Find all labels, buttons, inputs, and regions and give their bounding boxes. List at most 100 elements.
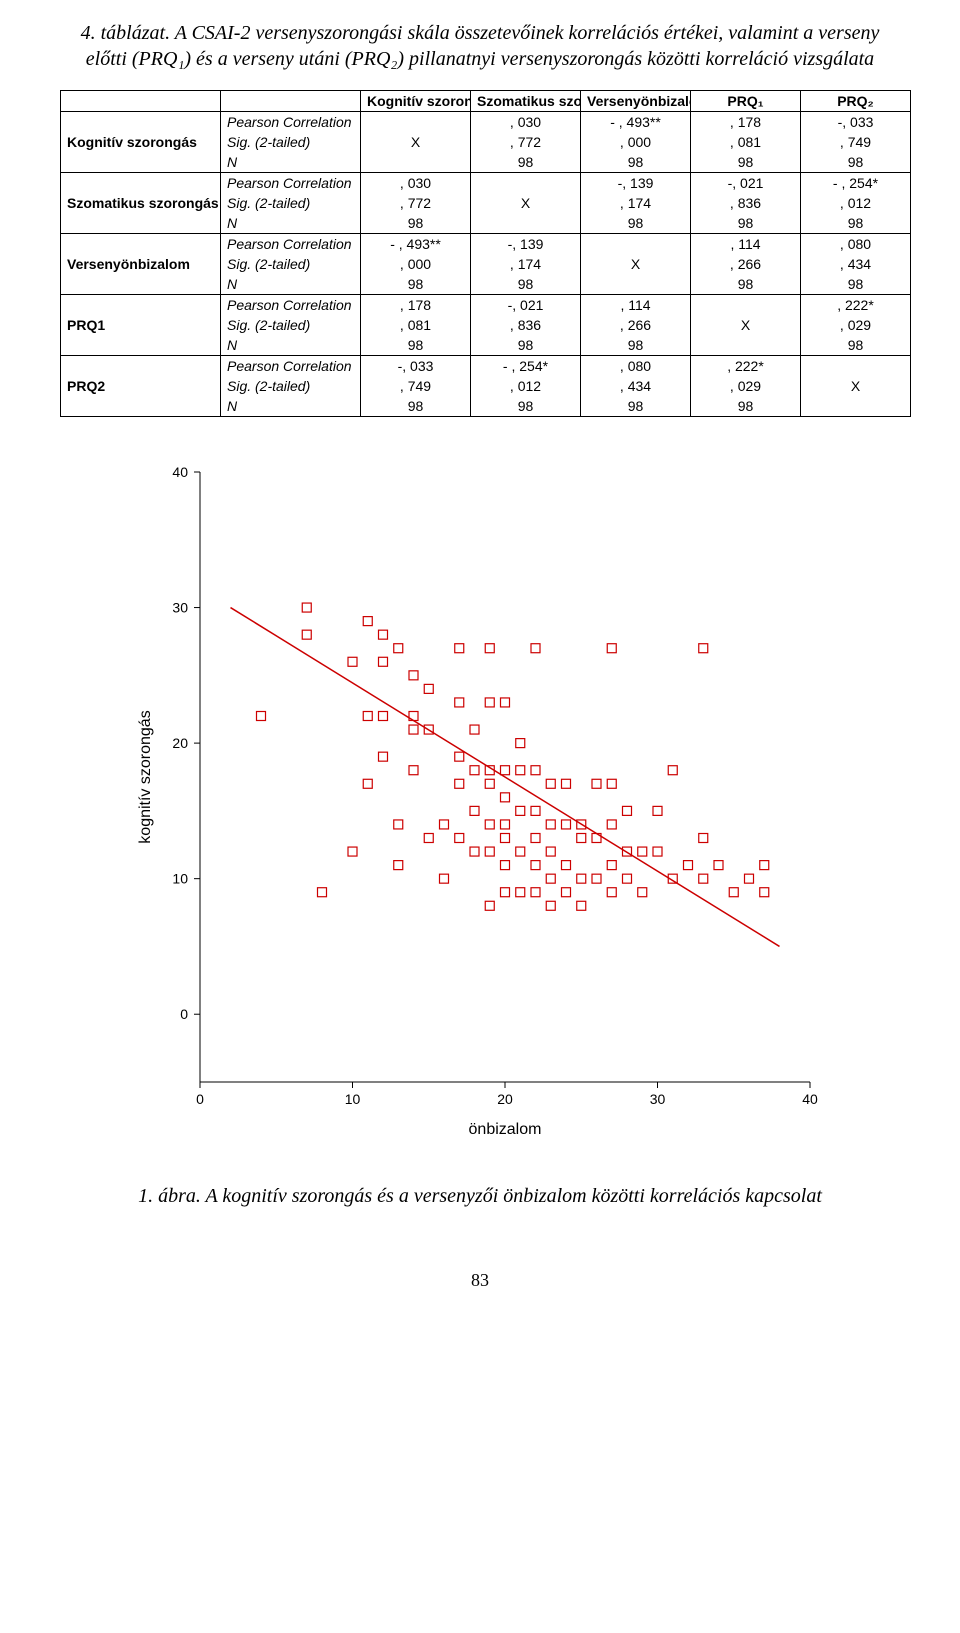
table-cell	[361, 112, 471, 133]
table-cell: , 080	[581, 356, 691, 377]
svg-text:kognitív szorongás: kognitív szorongás	[137, 710, 154, 843]
table-cell: , 836	[691, 193, 801, 213]
table-cell: X	[691, 315, 801, 335]
table-cell: -, 021	[691, 173, 801, 194]
svg-text:10: 10	[172, 871, 188, 887]
table-cell: 98	[471, 396, 581, 417]
row-header: PRQ2	[61, 356, 221, 417]
stat-label: N	[221, 396, 361, 417]
col-header: PRQ₁	[691, 91, 801, 112]
table-caption: 4. táblázat. A CSAI-2 versenyszorongási …	[60, 20, 900, 72]
stat-label: N	[221, 213, 361, 234]
table-cell: , 434	[581, 376, 691, 396]
stat-label: Sig. (2-tailed)	[221, 254, 361, 274]
row-header: Versenyönbizalom	[61, 234, 221, 295]
stat-label: Pearson Correlation	[221, 295, 361, 316]
table-cell: , 222*	[801, 295, 911, 316]
table-cell: , 000	[361, 254, 471, 274]
table-cell: 98	[581, 335, 691, 356]
page-number: 83	[60, 1270, 900, 1291]
table-cell: 98	[691, 396, 801, 417]
stat-label: Pearson Correlation	[221, 234, 361, 255]
table-cell: , 114	[691, 234, 801, 255]
svg-text:40: 40	[802, 1091, 818, 1107]
table-cell: , 222*	[691, 356, 801, 377]
table-cell: , 749	[801, 132, 911, 152]
correlation-table: Kognitív szorongás Szomatikus szorongás …	[60, 90, 911, 417]
table-cell: , 266	[691, 254, 801, 274]
scatter-plot: 010203040010203040önbizalomkognitív szor…	[130, 452, 830, 1152]
table-cell	[581, 274, 691, 295]
table-cell: , 012	[471, 376, 581, 396]
table-cell: -, 033	[801, 112, 911, 133]
stat-label: Pearson Correlation	[221, 356, 361, 377]
col-header: PRQ₂	[801, 91, 911, 112]
table-cell: 98	[801, 152, 911, 173]
svg-text:30: 30	[172, 600, 188, 616]
table-cell: , 081	[361, 315, 471, 335]
stat-label: Sig. (2-tailed)	[221, 132, 361, 152]
table-cell: 98	[801, 274, 911, 295]
table-cell: 98	[361, 213, 471, 234]
table-cell	[471, 173, 581, 194]
table-cell: , 836	[471, 315, 581, 335]
table-cell: , 081	[691, 132, 801, 152]
table-cell: , 000	[581, 132, 691, 152]
svg-text:önbizalom: önbizalom	[469, 1121, 542, 1138]
figure-caption: 1. ábra. A kognitív szorongás és a verse…	[60, 1182, 900, 1210]
table-cell: -, 033	[361, 356, 471, 377]
svg-text:30: 30	[650, 1091, 666, 1107]
col-header: Versenyönbizalom	[581, 91, 691, 112]
stat-label: N	[221, 152, 361, 173]
stat-label: Sig. (2-tailed)	[221, 193, 361, 213]
table-cell: , 772	[471, 132, 581, 152]
table-cell: 98	[361, 335, 471, 356]
stat-label: Sig. (2-tailed)	[221, 315, 361, 335]
row-header: Kognitív szorongás	[61, 112, 221, 173]
table-cell: , 434	[801, 254, 911, 274]
table-cell: -, 139	[471, 234, 581, 255]
col-header: Szomatikus szorongás	[471, 91, 581, 112]
stat-label: Sig. (2-tailed)	[221, 376, 361, 396]
table-cell: , 029	[691, 376, 801, 396]
table-cell: - , 493**	[361, 234, 471, 255]
row-header: Szomatikus szorongás	[61, 173, 221, 234]
table-cell: , 772	[361, 193, 471, 213]
stat-label: N	[221, 274, 361, 295]
table-cell	[691, 335, 801, 356]
table-cell: , 030	[471, 112, 581, 133]
row-header: PRQ1	[61, 295, 221, 356]
table-cell	[801, 356, 911, 377]
table-cell: , 749	[361, 376, 471, 396]
table-cell: 98	[801, 213, 911, 234]
table-cell: 98	[361, 274, 471, 295]
svg-text:20: 20	[497, 1091, 513, 1107]
table-cell: - , 493**	[581, 112, 691, 133]
table-cell: 98	[361, 396, 471, 417]
table-cell: 98	[471, 274, 581, 295]
table-cell: , 178	[361, 295, 471, 316]
table-cell: 98	[581, 152, 691, 173]
svg-text:0: 0	[196, 1091, 204, 1107]
table-cell	[471, 213, 581, 234]
table-cell: 98	[691, 274, 801, 295]
svg-text:40: 40	[172, 464, 188, 480]
table-cell	[691, 295, 801, 316]
table-cell: 98	[691, 152, 801, 173]
table-cell: , 266	[581, 315, 691, 335]
stat-label: Pearson Correlation	[221, 173, 361, 194]
table-cell: , 178	[691, 112, 801, 133]
svg-text:20: 20	[172, 735, 188, 751]
stat-label: Pearson Correlation	[221, 112, 361, 133]
table-cell	[581, 234, 691, 255]
table-cell: , 174	[471, 254, 581, 274]
table-cell: 98	[801, 335, 911, 356]
table-cell: X	[581, 254, 691, 274]
table-cell: X	[471, 193, 581, 213]
table-cell: , 080	[801, 234, 911, 255]
table-cell: , 029	[801, 315, 911, 335]
table-cell: 98	[581, 213, 691, 234]
table-cell: , 114	[581, 295, 691, 316]
table-cell: , 174	[581, 193, 691, 213]
table-cell: - , 254*	[801, 173, 911, 194]
